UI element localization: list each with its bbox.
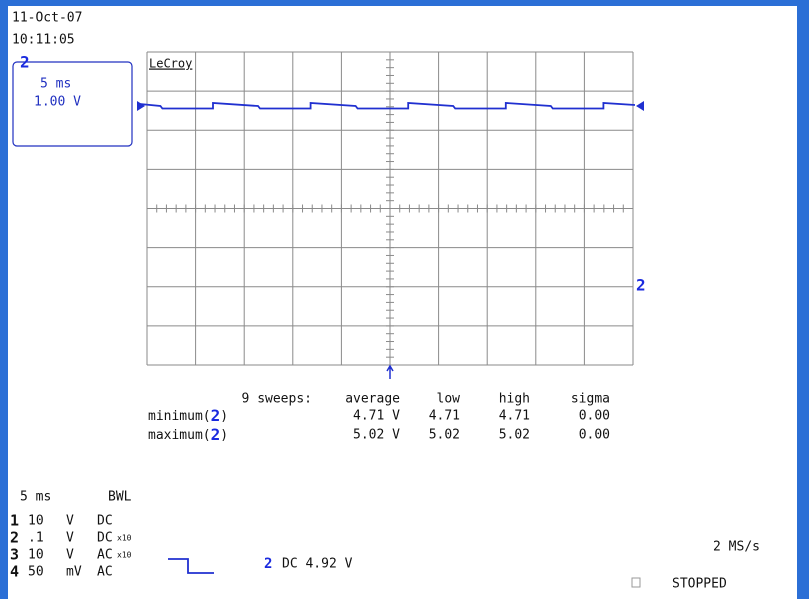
sample-rate: 2 MS/s xyxy=(713,540,760,555)
channel-coupling: DC xyxy=(97,514,113,529)
stats-label: maximum(2) xyxy=(148,425,228,444)
stats-value: 5.02 xyxy=(499,428,530,443)
channel-unit: mV xyxy=(66,565,82,580)
label-part: ) xyxy=(220,409,228,424)
stats-value: 4.71 xyxy=(429,409,460,424)
channel-number: 3 xyxy=(10,546,19,564)
stats-value: 5.02 xyxy=(429,428,460,443)
label-part: ) xyxy=(220,428,228,443)
channel-number: 4 xyxy=(10,563,19,581)
trigger-text: DC 4.92 V xyxy=(282,557,353,572)
channel-probe: x10 xyxy=(117,534,132,543)
channel-volts: 1.00 V xyxy=(34,95,81,110)
stats-header: average xyxy=(345,392,400,407)
stats-value: 0.00 xyxy=(579,428,610,443)
stats-value: 4.71 V xyxy=(353,409,400,424)
stats-value: 0.00 xyxy=(579,409,610,424)
channel-number: 1 xyxy=(10,512,19,530)
channel-unit: V xyxy=(66,548,74,563)
stats: 9 sweeps: average low high sigma minimum(2) 4.… xyxy=(148,392,610,444)
bottom-timebase: 5 ms xyxy=(20,490,51,505)
trigger-channel: 2 xyxy=(264,556,272,572)
status-box xyxy=(631,577,641,588)
label-part: maximum( xyxy=(148,428,211,443)
stats-label: minimum(2) xyxy=(148,406,228,425)
label-part: 2 xyxy=(211,406,221,425)
channel-coupling: AC xyxy=(97,548,113,563)
trigger-arrow xyxy=(386,364,394,379)
trigger-icon xyxy=(168,558,214,574)
channel-timebase: 5 ms xyxy=(40,77,71,92)
channel-scale: 10 xyxy=(28,548,44,563)
channel-probe: x10 xyxy=(117,551,132,560)
channel-unit: V xyxy=(66,514,74,529)
channel-box xyxy=(12,61,133,147)
channel-coupling: DC xyxy=(97,531,113,546)
left-marker xyxy=(137,101,145,111)
trace-marker: 2 xyxy=(636,276,646,295)
channel-list: 1 10 V DC 2 .1 V DC x10 3 10 V AC x10 4 50 mV AC xyxy=(10,512,132,581)
stats-header: low xyxy=(437,392,461,407)
stats-value: 5.02 V xyxy=(353,428,400,443)
channel-scale: 50 xyxy=(28,565,44,580)
channel-scale: 10 xyxy=(28,514,44,529)
right-marker xyxy=(636,101,644,111)
waveform xyxy=(139,102,636,110)
label-part: 2 xyxy=(211,425,221,444)
channel-number: 2 xyxy=(10,529,19,547)
brand: LeCroy xyxy=(149,57,192,71)
stats-header: high xyxy=(499,392,530,407)
channel-box-number: 2 xyxy=(20,53,30,72)
stats-header: 9 sweeps: xyxy=(242,392,312,407)
screen xyxy=(8,6,797,599)
time: 10:11:05 xyxy=(12,33,75,48)
label-part: minimum( xyxy=(148,409,211,424)
status: STOPPED xyxy=(672,577,727,592)
stats-value: 4.71 xyxy=(499,409,530,424)
stats-header: sigma xyxy=(571,392,610,407)
channel-coupling: AC xyxy=(97,565,113,580)
channel-scale: .1 xyxy=(28,531,44,546)
bwl: BWL xyxy=(108,490,132,505)
channel-unit: V xyxy=(66,531,74,546)
date: 11-Oct-07 xyxy=(12,11,82,26)
